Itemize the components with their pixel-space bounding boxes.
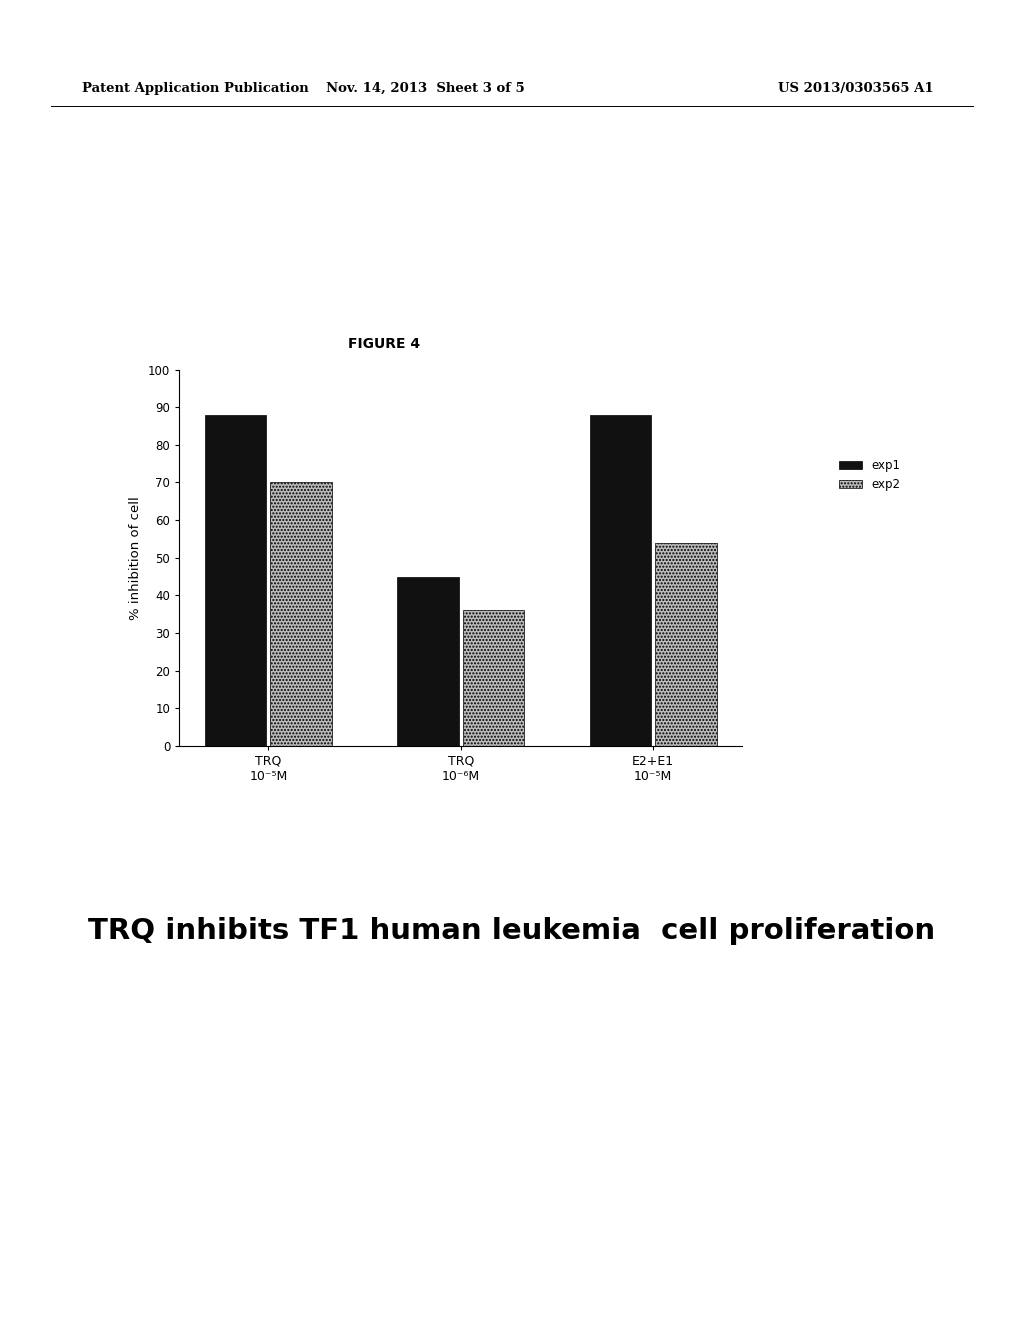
Text: FIGURE 4: FIGURE 4 xyxy=(348,337,420,351)
Bar xyxy=(397,577,459,746)
Text: TRQ inhibits TF1 human leukemia  cell proliferation: TRQ inhibits TF1 human leukemia cell pro… xyxy=(88,917,936,945)
Text: Nov. 14, 2013  Sheet 3 of 5: Nov. 14, 2013 Sheet 3 of 5 xyxy=(326,82,524,95)
Bar xyxy=(270,483,332,746)
Legend: exp1, exp2: exp1, exp2 xyxy=(834,454,905,495)
Text: US 2013/0303565 A1: US 2013/0303565 A1 xyxy=(778,82,934,95)
Bar xyxy=(463,610,524,746)
Text: Patent Application Publication: Patent Application Publication xyxy=(82,82,308,95)
Bar xyxy=(655,543,717,746)
Bar xyxy=(205,414,266,746)
Y-axis label: % inhibition of cell: % inhibition of cell xyxy=(129,496,142,619)
Bar xyxy=(590,414,651,746)
